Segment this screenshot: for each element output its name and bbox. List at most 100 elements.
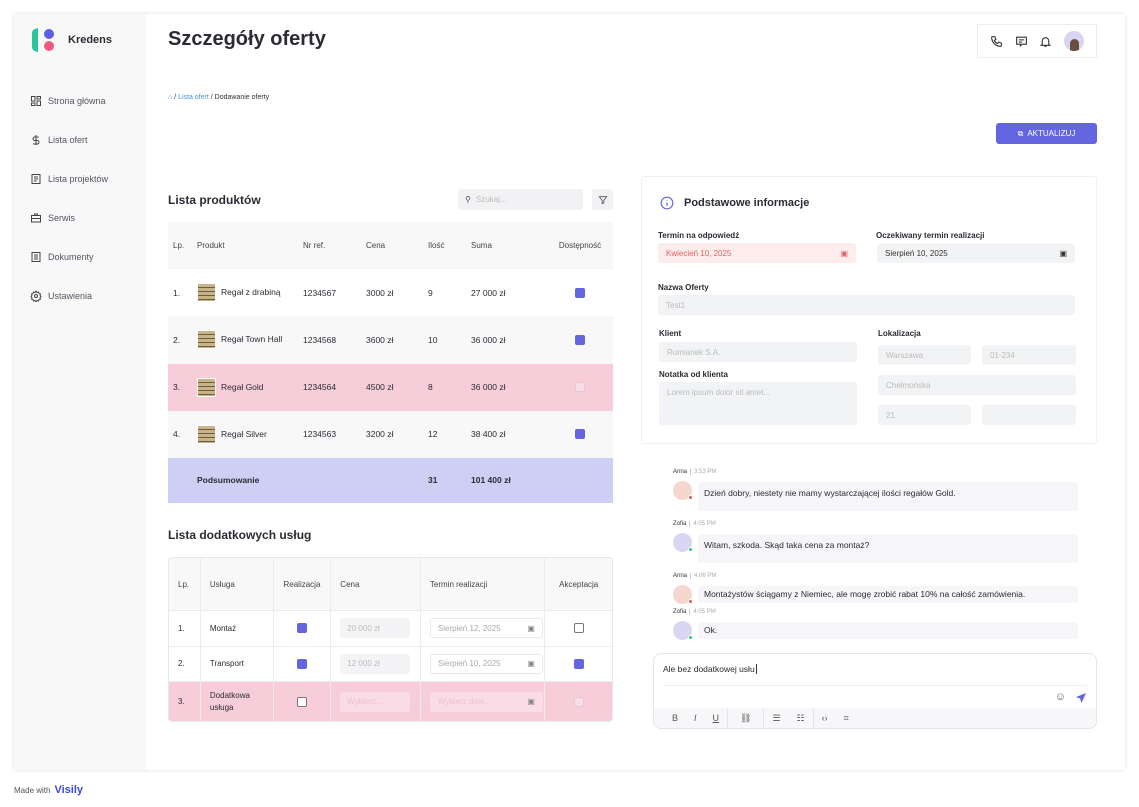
apartment-number-input[interactable] [982, 405, 1076, 425]
message-meta: Anna 4:06 PM [673, 573, 717, 579]
dollar-icon [32, 135, 40, 145]
format-toolbar: B I U ⛓ ☰ ☷ ‹› ⌗ [654, 708, 1096, 728]
expected-label: Oczekiwany termin realizacji [876, 231, 985, 240]
products-header-row: Lp. Produkt Nr ref. Cena Ilość Suma Dostępność [168, 222, 613, 270]
product-row[interactable]: 1. Regał z drabiną 1234567 3000 zł 9 27 000 z… [168, 269, 613, 317]
note-label: Notatka od klienta [659, 370, 728, 379]
send-icon[interactable] [1075, 692, 1087, 704]
product-thumbnail [197, 283, 216, 303]
column-header: Akceptacja [559, 579, 599, 589]
italic-icon[interactable]: I [694, 713, 697, 723]
filter-icon [597, 195, 608, 204]
brand-name: Kredens [68, 34, 113, 46]
sidebar-item-0[interactable]: Strona główna [30, 95, 106, 107]
service-row[interactable]: 2. Transport 12 000 zł Sierpień 10, 2025 ▣ [169, 646, 612, 682]
realization-checkbox[interactable] [296, 658, 307, 669]
update-button[interactable]: ⧉ AKTUALIZUJ [996, 123, 1097, 144]
availability-checkbox[interactable] [575, 382, 585, 393]
column-header: Nr ref. [303, 241, 326, 251]
home-icon[interactable]: ⌂ [168, 94, 173, 101]
column-header: Produkt [197, 241, 225, 251]
product-search-input[interactable]: ⚲ Szukaj... [458, 189, 583, 210]
breadcrumb: ⌂ / Lista ofert / Dodawanie oferty [168, 94, 270, 101]
product-thumbnail [197, 377, 216, 397]
code-icon[interactable]: ‹› [821, 713, 828, 723]
realization-checkbox[interactable] [296, 623, 307, 634]
column-header: Lp. [173, 241, 185, 251]
realization-checkbox[interactable] [296, 696, 307, 707]
client-input[interactable]: Rumianek S.A. [659, 342, 857, 362]
acceptance-checkbox[interactable] [573, 696, 584, 707]
availability-checkbox[interactable] [575, 429, 585, 440]
expected-date-input[interactable]: Sierpień 10, 2025 ▣ [877, 243, 1075, 263]
service-price-input[interactable]: 20 000 zł [340, 618, 411, 639]
phone-icon[interactable] [990, 35, 1003, 48]
bold-icon[interactable]: B [672, 713, 679, 723]
deadline-date-input[interactable]: Kwiecień 10, 2025 ▣ [658, 243, 856, 263]
column-header: Termin realizacji [421, 558, 546, 610]
client-note-textarea[interactable]: Lorem ipsum dolor sit amet... [659, 382, 857, 425]
sidebar-item-5[interactable]: Ustawienia [30, 290, 92, 302]
service-price-input[interactable]: 12 000 zł [340, 653, 411, 674]
info-title: Podstawowe informacje [684, 197, 810, 209]
acceptance-checkbox[interactable] [573, 658, 584, 669]
chat-avatar [673, 481, 693, 500]
column-header: Cena [331, 558, 421, 610]
column-header: Dostępność [558, 241, 602, 251]
breadcrumb-current: Dodawanie oferty [214, 94, 270, 101]
service-row[interactable]: 3. Dodatkowa usługa Wybierz... Wybierz datę… [169, 682, 612, 721]
breadcrumb-link-offers[interactable]: Lista ofert [178, 94, 209, 101]
city-input[interactable]: Warszawa [878, 345, 971, 365]
filter-button[interactable] [592, 189, 613, 210]
client-label: Klient [659, 329, 682, 338]
deadline-label: Termin na odpowiedź [658, 231, 740, 240]
chat-avatar [673, 585, 693, 604]
gear-icon [30, 290, 42, 302]
column-header: Ilość [428, 241, 445, 251]
page-title: Szczegóły oferty [168, 28, 326, 50]
message-composer: Ale bez dodatkowej usłu ☺ B I U ⛓ ☰ ☷ ‹› ⌗ [653, 653, 1097, 729]
service-date-input[interactable]: Sierpień 12, 2025 ▣ [429, 618, 543, 639]
calendar-icon: ▣ [840, 248, 848, 258]
user-avatar[interactable] [1064, 31, 1085, 51]
acceptance-checkbox[interactable] [573, 623, 584, 634]
service-price-input[interactable]: Wybierz... [340, 691, 411, 712]
column-header: Realizacja [274, 558, 332, 610]
postal-code-input[interactable]: 01-234 [982, 345, 1076, 365]
availability-checkbox[interactable] [575, 334, 585, 345]
availability-checkbox[interactable] [575, 287, 585, 298]
sidebar [14, 14, 146, 770]
bell-icon[interactable] [1039, 35, 1052, 48]
code-block-icon[interactable]: ⌗ [843, 712, 849, 723]
message-bubble: Witam, szkoda. Skąd taka cena za montaż? [698, 534, 1078, 563]
message-icon[interactable] [1015, 35, 1028, 48]
service-date-input[interactable]: Sierpień 10, 2025 ▣ [429, 653, 543, 674]
service-date-input[interactable]: Wybierz datę... ▣ [429, 691, 543, 712]
message-input[interactable]: Ale bez dodatkowej usłu [663, 664, 757, 674]
sidebar-item-4[interactable]: Dokumenty [30, 251, 94, 263]
header-toolbar [977, 24, 1097, 58]
street-input[interactable]: Chełmońska [878, 375, 1076, 395]
emoji-icon[interactable]: ☺ [1054, 691, 1066, 703]
products-table: Lp. Produkt Nr ref. Cena Ilość Suma Dostępność… [168, 222, 613, 503]
building-number-input[interactable]: 21 [878, 405, 971, 425]
link-icon[interactable]: ⛓ [740, 712, 752, 723]
chat-avatar [673, 621, 693, 640]
product-row[interactable]: 2. Regał Town Hall 1234568 3600 zł 10 36 000 … [168, 316, 613, 364]
sidebar-item-3[interactable]: Serwis [30, 212, 75, 224]
service-row[interactable]: 1. Montaż 20 000 zł Sierpień 12, 2025 ▣ [169, 611, 612, 647]
underline-icon[interactable]: U [712, 713, 720, 723]
product-row[interactable]: 4. Regał Silver 1234563 3200 zł 12 38 400 zł [168, 410, 613, 458]
sidebar-item-1[interactable]: Lista ofert [30, 134, 88, 146]
checklist-icon[interactable]: ☷ [796, 712, 805, 723]
numbered-list-icon[interactable]: ☰ [772, 712, 781, 723]
services-title: Lista dodatkowych usług [168, 528, 312, 542]
grid-icon [31, 96, 41, 106]
kredens-logo [32, 28, 54, 52]
search-icon: ⚲ [465, 195, 471, 204]
column-header: Cena [366, 241, 386, 251]
calendar-icon: ▣ [527, 697, 535, 706]
product-row[interactable]: 3. Regał Gold 1234564 4500 zł 8 36 000 zł [168, 363, 613, 411]
offer-name-input[interactable]: Test1 [658, 295, 1075, 315]
sidebar-item-2[interactable]: Lista projektów [30, 173, 108, 185]
